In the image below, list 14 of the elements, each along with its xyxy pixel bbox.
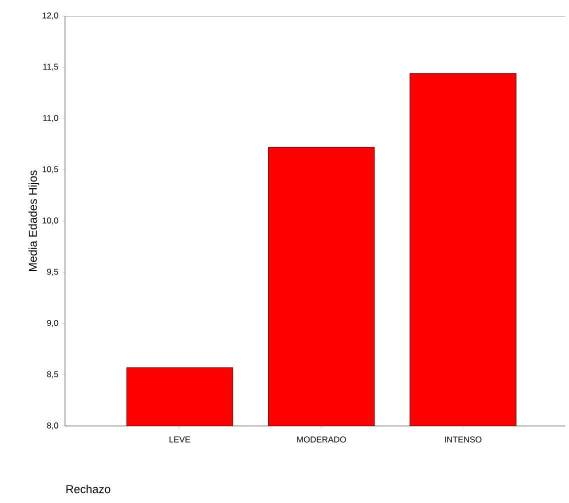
y-tick-label: 8,5: [47, 371, 58, 378]
y-tick-label: 12,0: [42, 12, 58, 20]
y-tick-label: 10,0: [42, 217, 58, 224]
x-tick-label: INTENSO: [444, 436, 482, 442]
x-axis-title: Rechazo: [66, 484, 110, 494]
y-tick-label: 9,0: [47, 320, 58, 327]
y-tick-label: 11,0: [43, 114, 58, 122]
y-tick-label: 10,5: [42, 166, 58, 174]
y-tick-label: 9,5: [47, 268, 58, 276]
y-axis-title: Media Edades Hijos: [28, 170, 40, 271]
y-tick-label: 11,5: [43, 64, 58, 71]
x-tick-label: MODERADO: [297, 436, 346, 442]
x-tick-label: LEVE: [170, 436, 190, 442]
y-tick-label: 8,0: [47, 422, 58, 430]
